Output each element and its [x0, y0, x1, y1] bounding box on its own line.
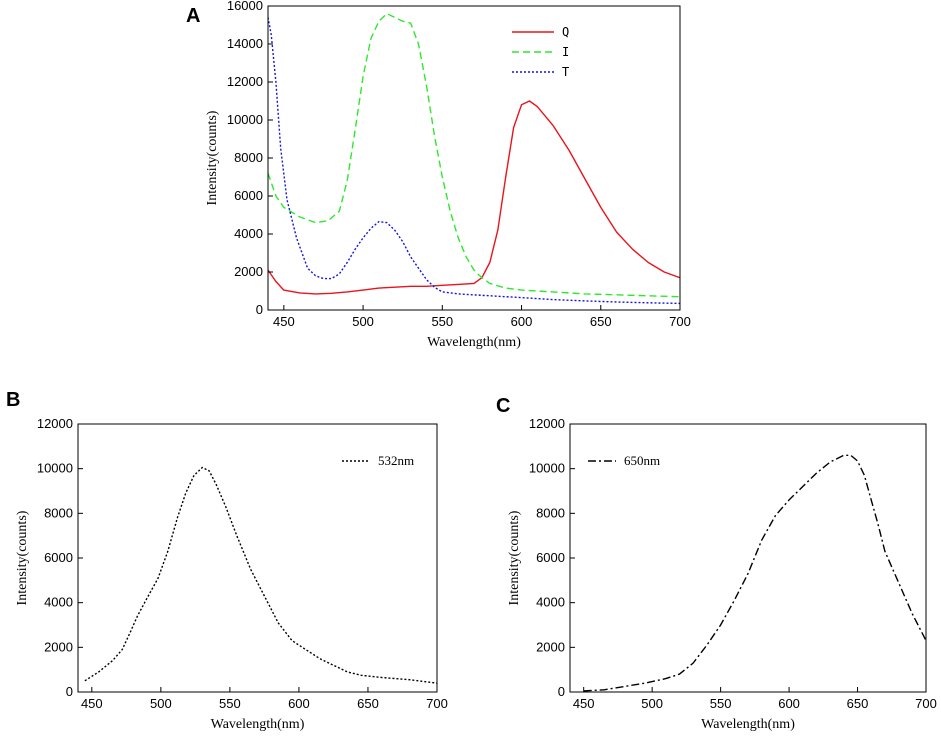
x-tick-label: 700 — [426, 696, 448, 711]
series-line-532nm — [84, 466, 437, 684]
plot-frame — [267, 5, 681, 311]
y-tick-label: 8000 — [44, 505, 73, 520]
x-tick-label: 650 — [357, 696, 379, 711]
y-tick-label: 0 — [66, 684, 73, 699]
x-tick-label: 550 — [219, 696, 241, 711]
y-tick-label: 10000 — [37, 461, 73, 476]
x-tick-label: 500 — [641, 696, 663, 711]
x-tick-label: 450 — [81, 696, 103, 711]
y-tick-label: 4000 — [44, 595, 73, 610]
y-tick-label: 10000 — [529, 461, 565, 476]
y-tick-label: 8000 — [536, 505, 565, 520]
y-axis-title: Intensity(counts) — [15, 510, 30, 605]
legend-label-i: I — [562, 45, 569, 59]
y-axis-title: Intensity(counts) — [205, 110, 220, 205]
y-tick-label: 8000 — [234, 150, 263, 165]
x-tick-label: 700 — [915, 696, 937, 711]
panel-label-b: B — [6, 389, 20, 411]
y-tick-label: 0 — [256, 302, 263, 317]
x-tick-label: 550 — [710, 696, 732, 711]
legend-label-532nm: 532nm — [378, 453, 414, 468]
y-tick-label: 10000 — [227, 112, 263, 127]
x-tick-label: 700 — [669, 314, 691, 329]
y-axis-title: Intensity(counts) — [507, 510, 522, 605]
x-tick-label: 650 — [590, 314, 612, 329]
x-tick-label: 500 — [150, 696, 172, 711]
x-tick-label: 600 — [288, 696, 310, 711]
y-tick-label: 12000 — [529, 416, 565, 431]
y-tick-label: 6000 — [234, 188, 263, 203]
x-axis-title: Wavelength(nm) — [211, 717, 305, 732]
y-tick-label: 0 — [558, 684, 565, 699]
series-line-650nm — [583, 454, 926, 692]
series-line-q — [268, 100, 680, 295]
y-tick-label: 2000 — [536, 639, 565, 654]
y-tick-label: 12000 — [37, 416, 73, 431]
panel-b: B 450 500 550 600 650 700 0 2000 4000 6000 8000 100… — [6, 389, 448, 732]
x-tick-label: 600 — [511, 314, 533, 329]
y-tick-label: 2000 — [44, 639, 73, 654]
panel-label-c: C — [496, 395, 510, 417]
y-tick-label: 4000 — [234, 226, 263, 241]
y-tick-label: 14000 — [227, 36, 263, 51]
panel-a: A 450 500 550 600 650 700 0 2000 4000 6000 8000 100… — [186, 0, 691, 350]
y-tick-label: 6000 — [536, 550, 565, 565]
x-axis-title: Wavelength(nm) — [701, 717, 795, 732]
series-line-t — [268, 17, 680, 305]
x-tick-label: 450 — [273, 314, 295, 329]
y-tick-label: 16000 — [227, 0, 263, 13]
legend-label-t: T — [562, 65, 569, 79]
x-tick-label: 550 — [431, 314, 453, 329]
panel-label-a: A — [186, 5, 200, 27]
series-line-i — [268, 12, 680, 298]
legend-label-650nm: 650nm — [624, 453, 660, 468]
legend-label-q: Q — [562, 25, 569, 39]
x-axis-title: Wavelength(nm) — [427, 335, 521, 350]
y-tick-label: 12000 — [227, 74, 263, 89]
y-tick-label: 6000 — [44, 550, 73, 565]
x-tick-label: 600 — [778, 696, 800, 711]
x-tick-label: 650 — [847, 696, 869, 711]
x-tick-label: 500 — [352, 314, 374, 329]
x-tick-label: 450 — [573, 696, 595, 711]
y-tick-label: 4000 — [536, 595, 565, 610]
panel-c: C 450 500 550 600 650 700 0 2000 4000 6000 8000 100… — [496, 395, 937, 732]
y-tick-label: 2000 — [234, 264, 263, 279]
